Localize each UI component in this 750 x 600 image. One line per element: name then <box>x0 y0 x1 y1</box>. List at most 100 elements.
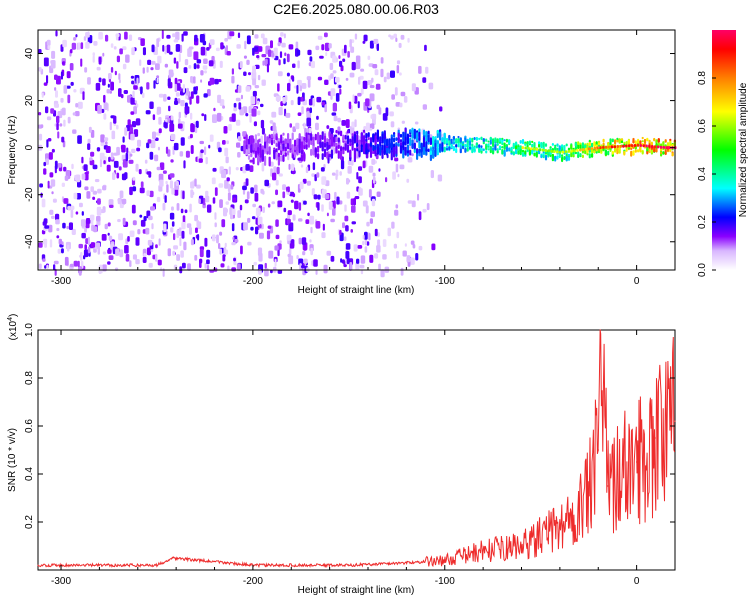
heatmap-cell <box>378 263 381 271</box>
heatmap-cell <box>281 42 286 48</box>
heatmap-cell <box>261 153 264 161</box>
heatmap-cell <box>231 223 235 232</box>
snr-point <box>405 562 407 564</box>
heatmap-cell <box>641 150 644 155</box>
heatmap-cell <box>110 81 114 91</box>
heatmap-cell <box>95 82 101 91</box>
heatmap-cell <box>574 142 577 147</box>
heatmap-cell <box>146 66 149 73</box>
heatmap-cell <box>38 67 42 72</box>
heatmap-cell <box>632 146 635 149</box>
heatmap-cell <box>90 242 96 248</box>
heatmap-cell <box>380 269 385 278</box>
heatmap-cell <box>131 80 135 85</box>
heatmap-cell <box>300 140 304 151</box>
heatmap-cell <box>80 252 83 261</box>
heatmap-cell <box>156 196 161 203</box>
heatmap-cell <box>56 235 60 239</box>
heatmap-cell <box>140 219 146 227</box>
heatmap-cell <box>252 157 255 165</box>
heatmap-cell <box>305 219 310 224</box>
heatmap-cell <box>244 199 249 204</box>
heatmap-cell <box>335 77 340 83</box>
heatmap-cell <box>448 134 451 139</box>
heatmap-cell <box>201 113 205 117</box>
heatmap-cell <box>258 252 263 262</box>
heatmap-cell <box>196 95 200 104</box>
heatmap-cell <box>607 150 610 156</box>
heatmap-cell <box>118 73 121 80</box>
heatmap-cell <box>411 153 414 157</box>
heatmap-cell <box>314 133 317 141</box>
heatmap-cell <box>353 197 356 206</box>
heatmap-cell <box>613 145 617 149</box>
heatmap-cell <box>103 160 106 165</box>
heatmap-cell <box>219 231 223 236</box>
heatmap-cell <box>172 33 176 38</box>
heatmap-cell <box>169 173 175 178</box>
heatmap-cell <box>339 229 342 236</box>
heatmap-cell <box>212 197 216 204</box>
heatmap-cell <box>74 111 80 117</box>
y-tick-label: 0.6 <box>24 419 35 433</box>
heatmap-cell <box>324 193 330 200</box>
x-tick-label: 0 <box>634 576 640 587</box>
heatmap-cell <box>142 92 145 98</box>
heatmap-cell <box>406 255 411 263</box>
heatmap-cell <box>132 254 137 260</box>
heatmap-cell <box>358 166 363 171</box>
heatmap-cell <box>425 66 429 74</box>
heatmap-cell <box>333 137 336 143</box>
heatmap-cell <box>340 130 343 137</box>
heatmap-cell <box>175 92 180 97</box>
heatmap-cell <box>300 155 304 162</box>
heatmap-cell <box>306 111 312 119</box>
heatmap-cell <box>342 146 345 150</box>
heatmap-cell <box>194 254 198 261</box>
heatmap-cell <box>291 163 294 170</box>
snr-point <box>599 329 601 331</box>
heatmap-cell <box>280 134 283 144</box>
heatmap-cell <box>325 52 328 57</box>
heatmap-cell <box>321 131 324 140</box>
heatmap-cell <box>372 133 375 143</box>
heatmap-cell <box>399 145 403 154</box>
heatmap-cell <box>430 170 434 179</box>
heatmap-cell <box>593 146 596 150</box>
heatmap-cell <box>301 265 305 269</box>
heatmap-cell <box>365 98 370 107</box>
heatmap-cell <box>492 150 495 155</box>
heatmap-cell <box>110 67 114 73</box>
heatmap-cell <box>200 149 204 154</box>
heatmap-cell <box>323 264 328 274</box>
heatmap-cell <box>651 145 654 148</box>
heatmap-cell <box>542 141 545 148</box>
heatmap-cell <box>238 136 241 142</box>
heatmap-cell <box>496 149 499 154</box>
heatmap-cell <box>247 148 251 154</box>
heatmap-cell <box>380 57 384 64</box>
heatmap-cell <box>207 89 211 97</box>
heatmap-cell <box>195 120 199 129</box>
heatmap-cell <box>558 153 561 159</box>
heatmap-cell <box>150 234 155 240</box>
heatmap-cell <box>247 155 251 160</box>
heatmap-cell <box>342 58 346 62</box>
heatmap-cell <box>301 83 307 89</box>
heatmap-cell <box>471 137 474 143</box>
heatmap-cell <box>240 145 244 152</box>
heatmap-cell <box>273 149 276 160</box>
heatmap-cell <box>267 49 272 57</box>
heatmap-cell <box>332 55 337 63</box>
heatmap-cell <box>102 52 105 57</box>
heatmap-cell <box>357 101 360 109</box>
heatmap-cell <box>218 183 224 188</box>
heatmap-cell <box>296 85 299 94</box>
heatmap-cell <box>671 152 674 157</box>
heatmap-cell <box>422 77 427 83</box>
heatmap-cell <box>434 142 437 154</box>
heatmap-cell <box>369 254 374 263</box>
heatmap-cell <box>344 143 347 151</box>
heatmap-cell <box>239 204 243 211</box>
heatmap-cell <box>85 41 90 49</box>
